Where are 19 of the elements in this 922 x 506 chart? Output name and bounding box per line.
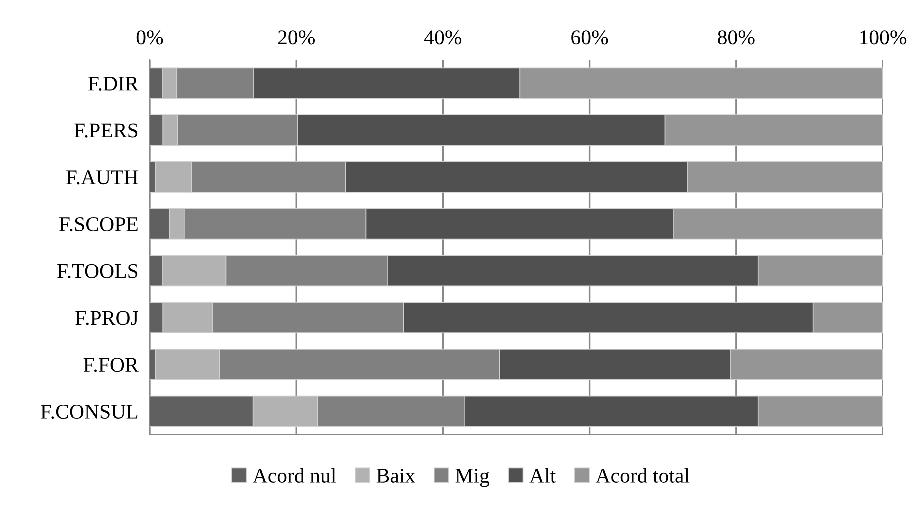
y-tick-label: F.SCOPE <box>60 217 138 232</box>
x-tick-label: 0% <box>136 30 164 45</box>
legend-label: Baix <box>376 468 416 483</box>
y-tick-label: F.CONSUL <box>41 404 138 420</box>
y-tick-label: F.PERS <box>74 124 138 138</box>
x-tick-label: 100% <box>860 30 907 45</box>
y-tick-label: F.PROJ <box>76 311 138 326</box>
y-tick-label: F.AUTH <box>66 170 138 185</box>
legend-label: Acord total <box>596 468 690 483</box>
y-tick-label: F.TOOLS <box>58 264 138 278</box>
y-tick-label: F.FOR <box>84 358 139 372</box>
y-tick-label: F.DIR <box>88 77 139 91</box>
x-tick-label: 60% <box>572 30 608 45</box>
x-tick-label: 80% <box>718 30 755 45</box>
x-tick-label: 40% <box>424 30 462 45</box>
legend-label: Alt <box>530 468 556 483</box>
legend-label: Mig <box>456 468 490 488</box>
legend-label: Acord nul <box>253 468 336 483</box>
x-tick-label: 20% <box>278 30 315 45</box>
